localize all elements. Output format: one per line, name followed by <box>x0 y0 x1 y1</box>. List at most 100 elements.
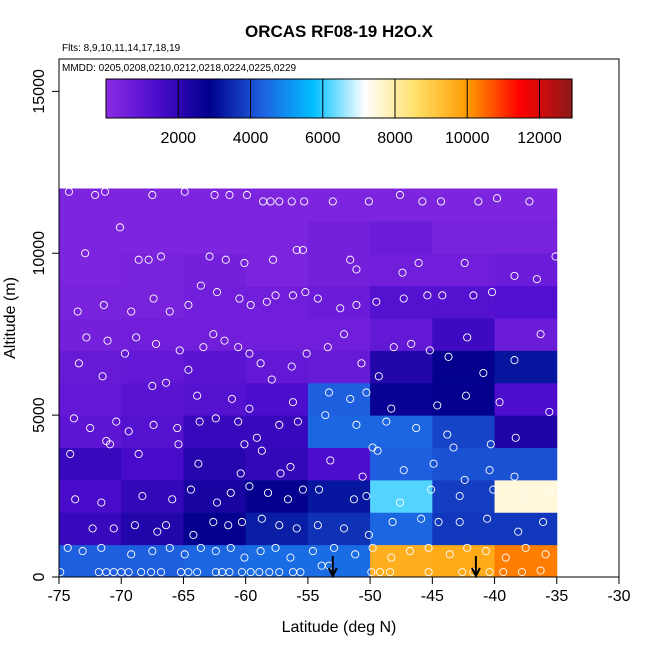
x-axis-label: Latitude (deg N) <box>282 619 397 636</box>
colorbar-segment <box>495 79 499 118</box>
x-tick-label: -60 <box>234 588 257 605</box>
heatmap-cell <box>494 350 558 384</box>
data-point <box>298 485 307 494</box>
data-point <box>313 521 322 530</box>
colorbar-segment <box>527 79 531 118</box>
heatmap-cell <box>370 318 433 351</box>
data-point <box>323 343 332 352</box>
heatmap-cell <box>245 188 309 222</box>
colorbar-segment <box>115 79 119 118</box>
data-point <box>199 343 208 352</box>
data-point <box>349 495 358 504</box>
colorbar-segment <box>294 79 298 118</box>
colorbar-segment <box>243 79 247 118</box>
data-point <box>479 368 488 378</box>
colorbar-segment <box>343 79 347 118</box>
colorbar-segment <box>544 79 547 118</box>
colorbar-segment <box>306 79 310 118</box>
colorbar-segment <box>443 79 447 118</box>
colorbar-segment <box>217 79 221 118</box>
colorbar-segment <box>210 79 214 118</box>
data-point <box>256 547 265 556</box>
data-point <box>444 352 453 361</box>
data-point <box>168 495 177 504</box>
colorbar-segment <box>504 79 508 118</box>
colorbar-segment <box>126 79 130 118</box>
data-point <box>536 330 545 339</box>
colorbar-segment <box>509 79 513 118</box>
data-point <box>165 543 174 552</box>
colorbar-segment <box>292 79 296 118</box>
colorbar-segment <box>555 79 559 118</box>
data-point <box>395 190 405 200</box>
data-point <box>302 349 311 358</box>
colorbar-segment <box>106 79 109 118</box>
flights-note: Flts: 8,9,10,11,14,17,18,19 <box>62 43 181 54</box>
data-point <box>445 550 454 559</box>
heatmap-cell <box>183 318 247 351</box>
colorbar-segment <box>341 79 345 118</box>
data-point <box>73 307 82 316</box>
data-point <box>196 543 205 552</box>
data-point <box>220 336 229 345</box>
data-point <box>144 255 153 264</box>
colorbar-segment <box>455 79 459 118</box>
data-point <box>315 485 324 494</box>
data-point <box>455 492 464 501</box>
data-point <box>148 381 157 391</box>
y-tick-label: 5000 <box>31 397 48 433</box>
data-point <box>264 488 273 497</box>
data-point <box>510 356 519 365</box>
x-tick-label: -70 <box>110 588 133 605</box>
colorbar-segment <box>474 79 478 118</box>
colorbar-segment <box>229 79 233 118</box>
colorbar-segment <box>280 79 284 118</box>
heatmap-cell <box>121 220 184 254</box>
colorbar-segment <box>516 79 520 118</box>
colorbar-segment <box>392 79 396 118</box>
data-point <box>225 568 234 577</box>
data-point <box>81 249 90 258</box>
heatmap-cell <box>494 479 558 513</box>
colorbar-segment <box>334 79 338 118</box>
heatmap-cell <box>59 512 122 546</box>
heatmap-cell <box>494 188 558 222</box>
data-point <box>242 190 251 200</box>
data-point <box>74 359 83 368</box>
data-point <box>237 517 246 527</box>
colorbar-segment <box>441 79 445 118</box>
observation-points <box>56 187 560 577</box>
data-point <box>382 417 391 426</box>
marker-arrows <box>327 556 481 579</box>
data-point <box>469 291 478 300</box>
colorbar-segment <box>369 79 373 118</box>
data-point <box>186 485 195 494</box>
heatmap-cell <box>370 285 433 319</box>
data-point <box>88 524 97 533</box>
data-point <box>324 388 334 397</box>
data-point <box>262 297 271 306</box>
colorbar-segment <box>236 79 240 118</box>
colorbar-segment <box>164 79 168 118</box>
colorbar-segment <box>534 79 538 118</box>
data-point <box>300 197 309 206</box>
data-point <box>211 547 220 556</box>
data-point <box>387 404 396 413</box>
data-point <box>134 255 143 264</box>
heatmap-cell <box>183 512 247 546</box>
data-point <box>373 446 382 455</box>
heatmap-cell <box>494 415 558 448</box>
data-point <box>517 568 526 577</box>
data-point <box>266 197 275 206</box>
data-point <box>352 265 361 274</box>
data-point <box>292 524 301 533</box>
data-point <box>525 197 534 206</box>
data-point <box>245 404 254 413</box>
x-tick-label: -50 <box>359 588 382 605</box>
data-point <box>124 427 133 436</box>
heatmap-cell <box>370 447 433 481</box>
heatmap-cell <box>245 350 309 384</box>
colorbar-segment <box>201 79 205 118</box>
data-point <box>488 288 497 297</box>
heatmap-cells <box>59 188 558 578</box>
